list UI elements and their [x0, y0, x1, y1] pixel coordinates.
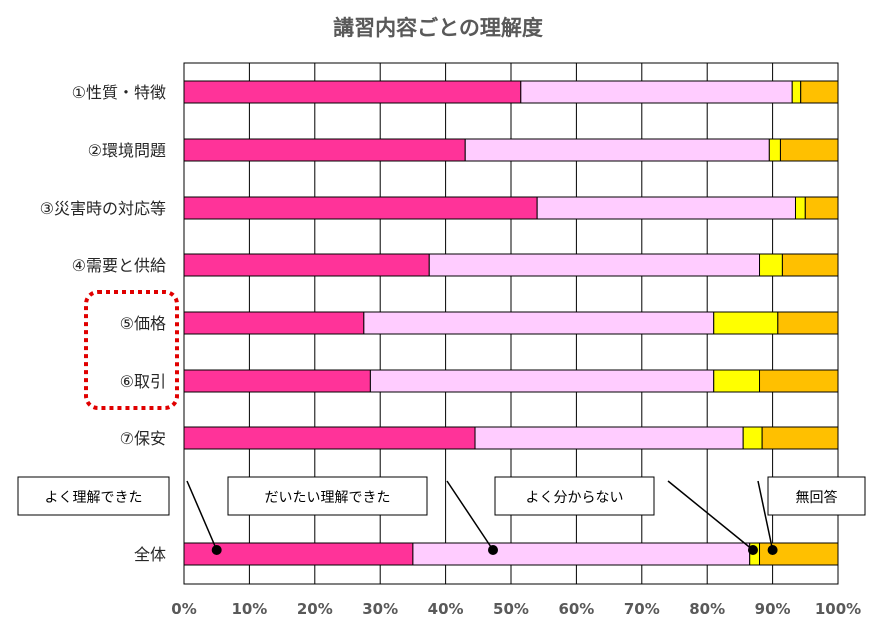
category-label: 全体 [134, 545, 166, 564]
bar-segment [779, 138, 839, 162]
bar-segment [800, 80, 839, 104]
bar-segment [794, 196, 806, 220]
callout-box [227, 476, 428, 516]
callout-dot [747, 545, 758, 555]
x-tick-label: 40% [428, 600, 464, 618]
bar-segment [759, 369, 839, 393]
bar-segment [474, 426, 744, 450]
bar-segment [183, 196, 538, 220]
category-label: ①性質・特徴 [72, 83, 166, 102]
bar-segment [768, 138, 781, 162]
x-tick-label: 70% [624, 600, 660, 618]
bar-segment [183, 426, 476, 450]
callout-box [494, 476, 655, 516]
x-axis-ticks: 0% 10% 20% 30% 40% 50% 60% 70% 80% 90% 100% [171, 600, 861, 618]
bar-segment [183, 311, 365, 335]
x-tick-label: 90% [755, 600, 791, 618]
bar-segment [713, 369, 761, 393]
x-tick-label: 50% [493, 600, 529, 618]
bar-segment [412, 542, 751, 566]
category-label: ⑦保安 [120, 429, 166, 448]
x-tick-label: 0% [171, 600, 196, 618]
bar-segment [777, 311, 839, 335]
bar-segment [536, 196, 796, 220]
callout-box [767, 476, 866, 516]
bar-segment [713, 311, 779, 335]
bar-segment [464, 138, 770, 162]
highlight [84, 290, 179, 410]
bar-segment [520, 80, 793, 104]
legend-label: だいたい理解できた [265, 490, 391, 506]
callout-box [17, 476, 170, 516]
bar-segment [363, 311, 715, 335]
category-label: ⑤価格 [120, 314, 166, 333]
legend-callouts: よく理解できた だいたい理解できた よく分からない 無回答 [17, 476, 866, 555]
callout-dot [767, 545, 778, 555]
bar-segment [183, 138, 466, 162]
callout-leader [186, 480, 218, 551]
bar-segment [781, 253, 839, 277]
callout-dot [488, 545, 499, 555]
category-label: ④需要と供給 [72, 256, 166, 275]
x-tick-label: 60% [558, 600, 594, 618]
bar-segment [183, 80, 522, 104]
legend-label: よく分からない [526, 490, 624, 506]
x-tick-label: 100% [815, 600, 861, 618]
legend-label: 無回答 [796, 489, 838, 506]
category-label: ⑥取引 [120, 372, 166, 391]
category-label: ②環境問題 [88, 141, 166, 160]
callout-leader [667, 480, 754, 551]
bar-segment [759, 542, 839, 566]
x-tick-label: 10% [231, 600, 267, 618]
callout-dot [211, 545, 222, 555]
bar-segment [761, 426, 839, 450]
x-tick-label: 80% [689, 600, 725, 618]
x-tick-label: 30% [362, 600, 398, 618]
bar-segment [369, 369, 715, 393]
bar-segment [428, 253, 761, 277]
callout-leader [446, 480, 494, 551]
x-tick-label: 20% [297, 600, 333, 618]
bar-segment [742, 426, 763, 450]
bars [183, 80, 839, 566]
callout-leader [757, 480, 774, 551]
chart-title: 講習内容ごとの理解度 [333, 16, 543, 40]
bar-segment [183, 369, 371, 393]
bar-segment [791, 80, 802, 104]
bar-segment [759, 253, 783, 277]
legend-label: よく理解できた [45, 490, 143, 506]
category-label: ③災害時の対応等 [40, 199, 166, 218]
bar-segment [804, 196, 839, 220]
bar-segment [183, 253, 430, 277]
highlight-box [84, 290, 179, 410]
